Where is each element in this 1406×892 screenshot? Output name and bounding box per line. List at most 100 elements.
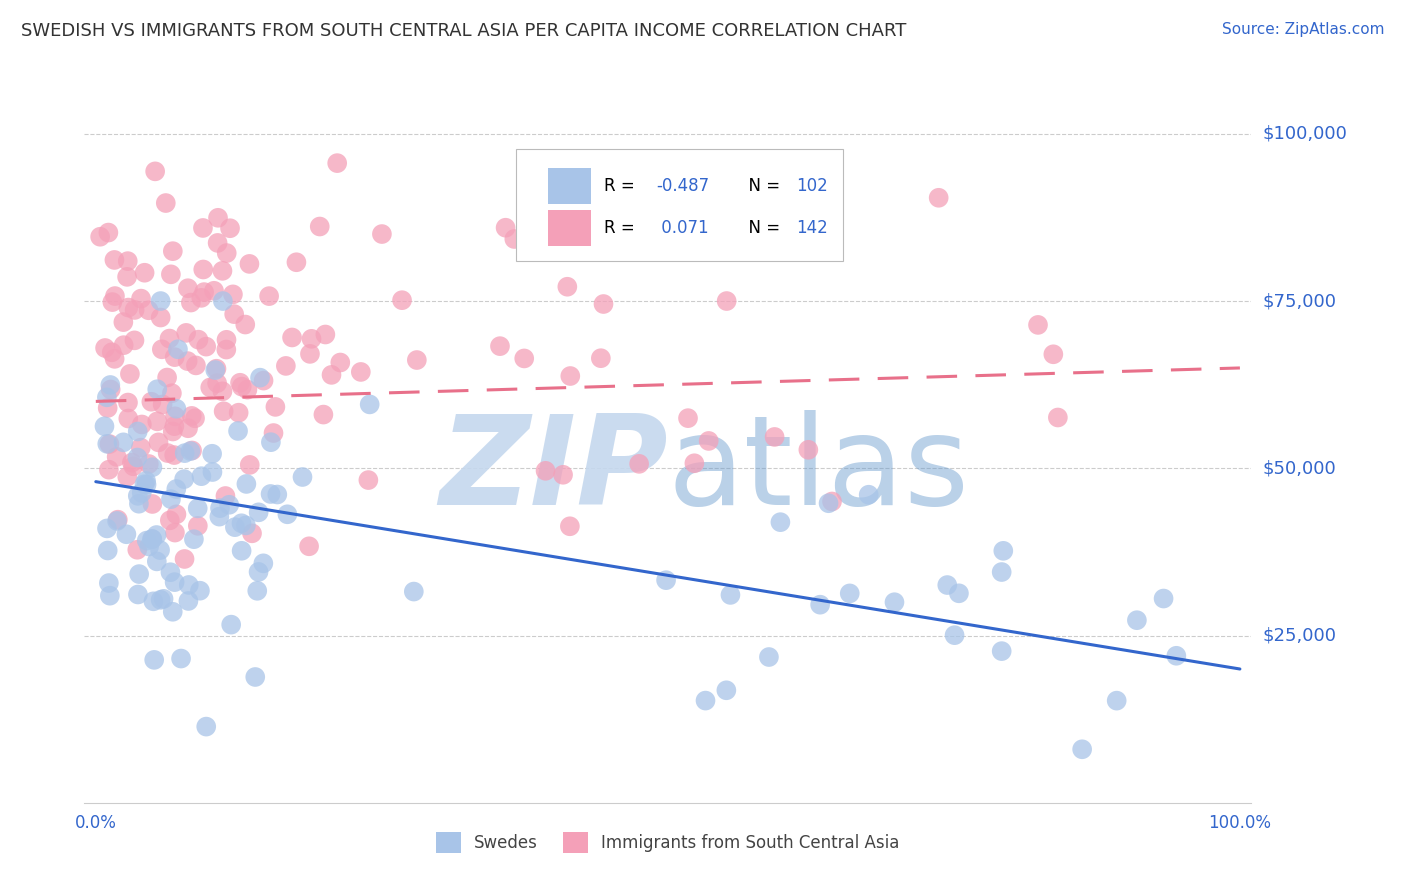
Point <box>173 472 195 486</box>
Point <box>141 532 163 546</box>
Point <box>97 401 120 415</box>
Point <box>260 435 283 450</box>
Point <box>142 594 165 608</box>
Point <box>943 628 966 642</box>
Point <box>89 229 111 244</box>
Point <box>127 489 149 503</box>
Point <box>628 457 651 471</box>
Point <box>655 573 678 587</box>
Point <box>141 394 163 409</box>
Point <box>128 567 150 582</box>
Point <box>235 477 257 491</box>
Point <box>676 411 699 425</box>
Point <box>163 525 186 540</box>
Point <box>117 254 139 268</box>
Text: $25,000: $25,000 <box>1263 626 1337 645</box>
Point <box>177 421 200 435</box>
Text: -0.487: -0.487 <box>657 177 709 194</box>
Point <box>1166 648 1188 663</box>
Point <box>149 543 172 558</box>
Point <box>183 532 205 546</box>
Point <box>231 379 253 393</box>
Point <box>141 532 163 546</box>
Point <box>149 293 172 308</box>
Point <box>165 401 187 416</box>
Text: Source: ZipAtlas.com: Source: ZipAtlas.com <box>1222 22 1385 37</box>
Point <box>534 464 557 478</box>
Point <box>93 419 115 434</box>
Point <box>162 605 184 619</box>
Point <box>187 333 209 347</box>
Point <box>160 386 183 401</box>
Point <box>118 367 141 381</box>
Point <box>928 191 950 205</box>
Point <box>312 408 335 422</box>
Point <box>247 565 270 579</box>
Point <box>160 268 183 282</box>
Point <box>228 406 250 420</box>
Point <box>513 351 536 366</box>
Point <box>200 380 222 394</box>
Point <box>215 246 238 260</box>
Point <box>224 520 246 534</box>
Point <box>326 156 349 170</box>
Point <box>112 315 135 329</box>
FancyBboxPatch shape <box>548 210 591 245</box>
Point <box>101 295 124 310</box>
Point <box>214 489 236 503</box>
Point <box>165 508 187 522</box>
Point <box>697 434 720 448</box>
Text: atlas: atlas <box>668 410 970 531</box>
Point <box>683 456 706 470</box>
Point <box>156 370 179 384</box>
Point <box>149 310 172 325</box>
Point <box>298 539 321 553</box>
Point <box>235 518 257 533</box>
Point <box>188 583 211 598</box>
Point <box>159 513 181 527</box>
Point <box>104 289 127 303</box>
Point <box>97 226 120 240</box>
Point <box>821 494 844 508</box>
Point <box>219 617 242 632</box>
Point <box>187 519 209 533</box>
Point <box>257 289 280 303</box>
Point <box>163 409 186 424</box>
Point <box>173 446 195 460</box>
Point <box>162 244 184 259</box>
Point <box>371 227 394 241</box>
Text: N =: N = <box>738 177 785 194</box>
Point <box>149 592 172 607</box>
Point <box>181 443 204 458</box>
Point <box>858 488 880 502</box>
Point <box>245 670 267 684</box>
Point <box>107 513 129 527</box>
Point <box>489 339 512 353</box>
Point <box>141 460 163 475</box>
Point <box>204 363 226 377</box>
Point <box>138 457 160 471</box>
FancyBboxPatch shape <box>516 149 844 260</box>
Point <box>589 351 612 366</box>
Point <box>177 594 200 608</box>
Point <box>97 576 120 591</box>
Point <box>162 425 184 439</box>
Point <box>503 232 526 246</box>
Point <box>98 437 121 451</box>
Point <box>219 221 242 235</box>
Point <box>266 487 288 501</box>
Point <box>883 595 905 609</box>
Point <box>720 588 742 602</box>
Point <box>321 368 343 382</box>
Point <box>205 361 228 376</box>
Point <box>105 514 128 528</box>
Point <box>97 543 120 558</box>
Point <box>231 543 253 558</box>
Point <box>131 485 153 500</box>
Point <box>298 347 321 361</box>
Point <box>281 330 304 344</box>
Text: R =: R = <box>603 219 640 236</box>
Point <box>1105 693 1128 707</box>
Point <box>205 376 228 390</box>
Point <box>163 575 186 590</box>
